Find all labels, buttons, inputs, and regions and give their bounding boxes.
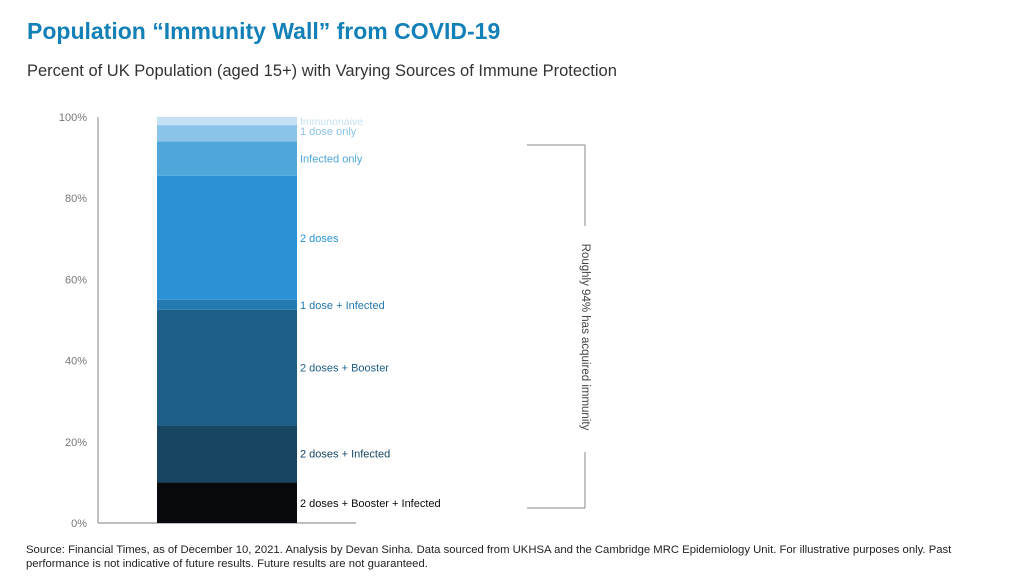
bar-segment [157,425,297,483]
segment-label: 2 doses + Booster + Infected [300,498,441,510]
bar-segment [157,299,297,310]
chart-title: Population “Immunity Wall” from COVID-19 [27,18,501,44]
bar-segment [157,125,297,142]
segment-label: 1 dose only [300,126,357,138]
segment-label: 2 doses + Booster [300,363,389,375]
segment-label: 2 doses + Infected [300,449,390,461]
segment-label: 2 doses [300,233,339,245]
y-tick-label: 100% [59,112,87,124]
chart-subtitle: Percent of UK Population (aged 15+) with… [27,62,617,80]
bar-segment [157,482,297,523]
segment-label: Infected only [300,153,363,165]
immunity-annotation: Roughly 94% has acquired immunity [579,243,591,431]
y-tick-label: 60% [65,274,87,286]
source-note: Source: Financial Times, as of December … [26,544,952,570]
y-tick-label: 40% [65,356,87,368]
y-tick-label: 80% [65,193,87,205]
bar-segment [157,141,297,176]
y-tick-label: 20% [65,437,87,449]
bar-segment [157,175,297,300]
bar-segment [157,309,297,426]
segment-label: Immunonaive [300,116,363,128]
segment-label: 1 dose + Infected [300,300,385,312]
y-tick-label: 0% [71,518,87,530]
bar-segment [157,117,297,126]
